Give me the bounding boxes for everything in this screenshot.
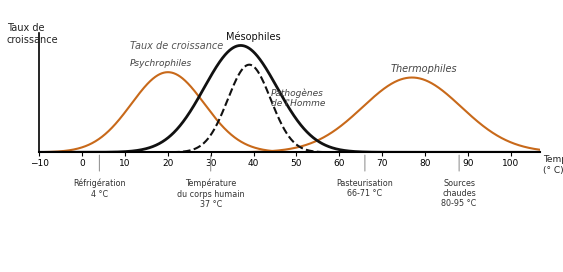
Text: Pathogènes
de l'Homme: Pathogènes de l'Homme [271,88,325,108]
Text: Taux de croissance: Taux de croissance [129,41,223,51]
Text: Taux de
croissance: Taux de croissance [7,23,59,45]
Text: Pasteurisation
66-71 °C: Pasteurisation 66-71 °C [337,179,394,198]
Text: Réfrigération
4 °C: Réfrigération 4 °C [73,179,126,199]
Text: Thermophiles: Thermophiles [391,64,457,74]
Text: Température
(° C): Température (° C) [543,155,563,175]
Text: Sources
chaudes
80-95 °C: Sources chaudes 80-95 °C [441,179,477,208]
Text: Température
du corps humain
37 °C: Température du corps humain 37 °C [177,179,244,209]
Text: Mésophiles: Mésophiles [226,32,281,42]
Text: Psychrophiles: Psychrophiles [129,59,191,68]
